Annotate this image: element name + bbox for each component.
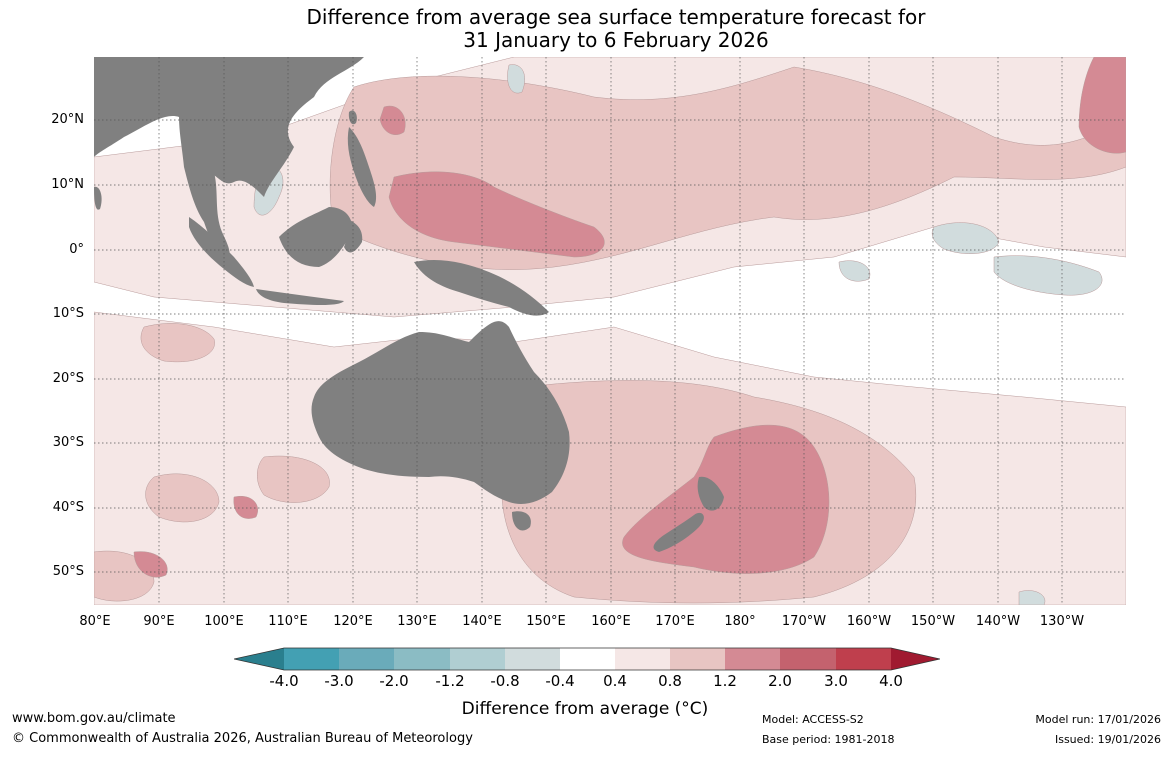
sri-lanka-landmass [94, 186, 102, 210]
tasmania-landmass [512, 511, 531, 531]
colorbar-segment-7 [615, 648, 670, 670]
colorbar-label: 0.4 [603, 672, 627, 690]
lon-label-150w: 150°W [910, 614, 956, 629]
colorbar-label: -4.0 [269, 672, 299, 690]
lon-label-140w: 140°W [975, 614, 1021, 629]
java-landmass [256, 289, 344, 305]
lon-label-160w: 160°W [846, 614, 892, 629]
footer-website: www.bom.gov.au/climate [12, 711, 176, 726]
colorbar-segment-11 [836, 648, 891, 670]
colorbar-segment-9 [725, 648, 780, 670]
footer-copyright: © Commonwealth of Australia 2026, Austra… [12, 731, 473, 746]
colorbar-label: 3.0 [824, 672, 848, 690]
lon-label-170e: 170°E [655, 614, 695, 629]
footer-model: Model: ACCESS-S2 [762, 713, 864, 726]
colorbar-label: -0.8 [490, 672, 520, 690]
indochina-landmass [179, 117, 230, 262]
footer-base-period: Base period: 1981-2018 [762, 733, 895, 746]
asia-landmass [94, 57, 364, 197]
map-title-line-1: Difference from average sea surface temp… [306, 5, 926, 29]
lon-label-140e: 140°E [462, 614, 502, 629]
lat-label-equator: 0° [69, 242, 84, 257]
lat-label-40s: 40°S [52, 500, 84, 515]
colorbar-label: 4.0 [879, 672, 903, 690]
lon-label-80e: 80°E [79, 614, 111, 629]
colorbar-segment-5 [505, 648, 560, 670]
sumatra-landmass [189, 217, 254, 287]
new-guinea-landmass [414, 260, 549, 316]
lat-label-20n: 20°N [51, 112, 84, 127]
colorbar-segment-1 [284, 648, 339, 670]
lon-label-90e: 90°E [143, 614, 175, 629]
borneo-landmass [279, 207, 353, 267]
lat-label-50s: 50°S [52, 564, 84, 579]
colorbar-label: 1.2 [713, 672, 737, 690]
lon-label-180: 180° [724, 614, 756, 629]
colorbar-segment-2 [339, 648, 394, 670]
lon-label-160e: 160°E [591, 614, 631, 629]
lon-label-170w: 170°W [781, 614, 827, 629]
lon-label-130e: 130°E [397, 614, 437, 629]
lon-label-130w: 130°W [1039, 614, 1085, 629]
sulawesi-landmass [343, 217, 363, 253]
map-title-line-2: 31 January to 6 February 2026 [463, 28, 769, 52]
colorbar-label: -1.2 [435, 672, 465, 690]
footer-issued: Issued: 19/01/2026 [1054, 733, 1161, 746]
colorbar [234, 647, 940, 671]
colorbar-segment-10 [780, 648, 836, 670]
colorbar-label: -0.4 [545, 672, 575, 690]
australia-landmass [311, 321, 570, 504]
footer-model-run: Model run: 17/01/2026 [1035, 713, 1161, 726]
philippines-landmass [347, 127, 377, 207]
graticule [94, 57, 1126, 605]
colorbar-segment-3 [394, 648, 450, 670]
colorbar-segment-6 [560, 648, 615, 670]
new-zealand-south-island [653, 512, 704, 552]
colorbar-label: 0.8 [658, 672, 682, 690]
lat-label-10n: 10°N [51, 177, 84, 192]
lat-label-20s: 20°S [52, 371, 84, 386]
colorbar-label: -2.0 [379, 672, 409, 690]
colorbar-segment-below-min [234, 648, 284, 670]
lon-label-100e: 100°E [204, 614, 244, 629]
new-zealand-north-island [697, 476, 724, 511]
anomaly-layer-weak-cool [253, 64, 1103, 605]
colorbar-label: -3.0 [324, 672, 354, 690]
lon-label-120e: 120°E [333, 614, 373, 629]
lat-label-30s: 30°S [52, 435, 84, 450]
land-layer [94, 57, 724, 552]
lon-label-110e: 110°E [268, 614, 308, 629]
colorbar-segment-above-max [891, 648, 940, 670]
colorbar-title: Difference from average (°C) [461, 699, 709, 719]
lon-label-150e: 150°E [526, 614, 566, 629]
colorbar-label: 2.0 [768, 672, 792, 690]
colorbar-segment-8 [670, 648, 725, 670]
sst-anomaly-map [94, 57, 1126, 605]
lat-label-10s: 10°S [52, 306, 84, 321]
colorbar-segment-4 [450, 648, 505, 670]
